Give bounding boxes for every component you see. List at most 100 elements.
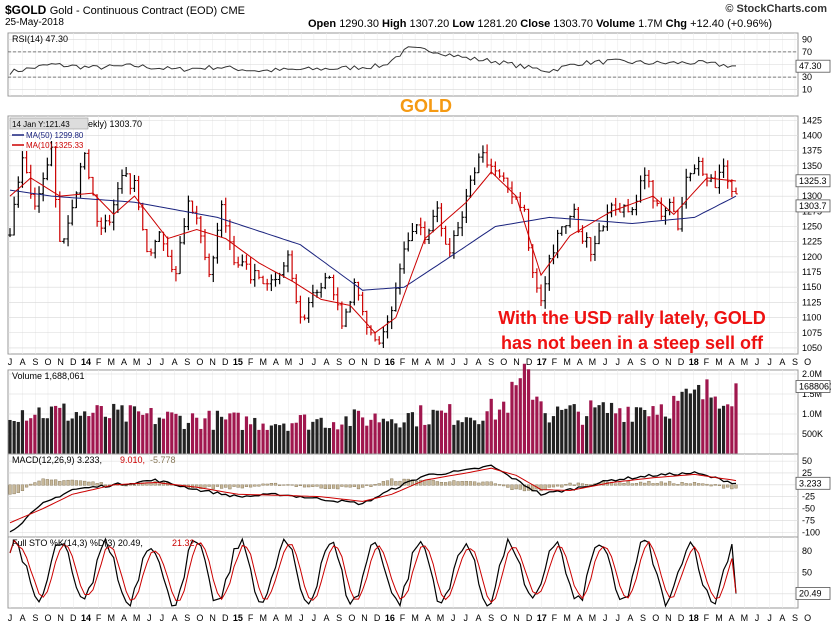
volume-bar	[323, 427, 327, 454]
macd-histogram-bar	[713, 484, 717, 486]
volume-bar	[124, 421, 128, 454]
symbol: $GOLD	[5, 3, 47, 17]
price-bar	[62, 238, 66, 244]
volume-bar	[576, 411, 580, 454]
price-tick-label: 1175	[802, 267, 821, 277]
volume-bar	[207, 410, 211, 454]
sto-axis-month-label: J	[603, 613, 608, 623]
volume-bar	[659, 404, 663, 454]
price-bar	[45, 157, 50, 181]
volume-bar	[705, 379, 709, 454]
price-bar	[385, 315, 390, 339]
sto-axis-month-label: M	[259, 613, 267, 623]
price-axis-month-label: O	[44, 357, 51, 367]
volume-bar	[568, 405, 572, 454]
macd-histogram-bar	[668, 481, 672, 486]
price-bar	[356, 281, 361, 301]
price-axis-month-label: F	[248, 357, 254, 367]
price-axis-month-label: A	[779, 357, 785, 367]
volume-bar	[232, 412, 236, 454]
macd-histogram-bar	[37, 480, 41, 486]
price-bar	[335, 287, 340, 311]
volume-bar	[717, 408, 722, 454]
sto-d-line	[9, 539, 737, 604]
volume-bar	[302, 414, 307, 454]
macd-histogram-bar	[614, 483, 618, 486]
volume-bar	[713, 396, 717, 454]
price-axis-month-label: F	[96, 357, 102, 367]
sto-axis-month-label: 17	[537, 613, 547, 623]
volume-bar	[128, 405, 132, 454]
macd-histogram-bar	[568, 482, 572, 486]
sto-axis-month-label: D	[222, 613, 229, 623]
price-axis-month-label: A	[172, 357, 178, 367]
macd-histogram-bar	[336, 484, 340, 490]
volume-bar	[398, 427, 402, 454]
volume-bar	[45, 418, 49, 454]
sto-axis-month-label: N	[665, 613, 672, 623]
volume-bar	[456, 420, 460, 454]
macd-histogram-bar	[83, 480, 87, 486]
volume-bar	[402, 422, 406, 454]
price-bar	[427, 228, 431, 245]
price-bar	[642, 167, 647, 190]
volume-bar	[543, 413, 547, 454]
macd-panel	[7, 453, 799, 538]
price-axis-month-label: F	[704, 357, 710, 367]
volume-bar	[190, 413, 195, 454]
price-bar	[340, 301, 344, 329]
volume-bar	[12, 420, 16, 454]
macd-histogram-bar	[236, 484, 240, 488]
price-bar	[120, 169, 124, 194]
macd-histogram-bar	[54, 479, 58, 486]
price-bar	[696, 156, 701, 176]
price-legend: ekly) 1303.70	[88, 119, 142, 129]
volume-bar	[676, 400, 680, 454]
price-bar	[298, 295, 303, 324]
price-bar	[203, 229, 207, 261]
volume-bar	[132, 406, 137, 454]
low-label: Low	[452, 18, 475, 30]
price-bar	[381, 326, 386, 349]
price-axis-month-label: M	[589, 357, 597, 367]
macd-histogram-bar	[726, 484, 730, 488]
volume-bar	[647, 416, 651, 454]
sto-axis-month-label: F	[96, 613, 102, 623]
macd-histogram-bar	[373, 484, 377, 486]
volume-bar	[406, 413, 410, 454]
volume-bar	[265, 429, 269, 454]
sto-axis-month-label: 16	[385, 613, 395, 623]
volume-bar	[614, 413, 618, 454]
price-bar	[460, 211, 464, 237]
price-bar	[273, 272, 278, 287]
high-value: 1307.20	[409, 18, 450, 30]
price-axis-month-label: O	[500, 357, 507, 367]
volume-bar	[273, 424, 278, 454]
volume-bar	[261, 423, 265, 454]
volume-bar	[294, 422, 298, 454]
price-bar	[663, 206, 668, 225]
price-bar	[149, 248, 153, 256]
macd-histogram-bar	[468, 481, 473, 486]
price-bar	[215, 222, 220, 264]
price-axis-month-label: M	[259, 357, 267, 367]
volume-bar	[663, 416, 668, 454]
macd-histogram-bar	[87, 481, 91, 486]
price-bar	[194, 205, 199, 225]
volume-bar	[203, 418, 207, 454]
volume-bar	[721, 405, 726, 454]
price-axis-month-label: J	[147, 357, 152, 367]
macd-histogram-bar	[663, 482, 668, 486]
close-last-tag: 1303.7	[799, 201, 827, 211]
macd-histogram-bar	[730, 484, 734, 490]
volume-bar	[518, 378, 522, 454]
volume-bar	[572, 404, 576, 454]
ma50-line	[9, 189, 737, 291]
macd-signal-legend: 9.010,	[120, 455, 145, 465]
price-bar	[190, 200, 195, 214]
volume-bar	[510, 381, 514, 454]
volume-bar	[452, 424, 456, 454]
ma50-legend: MA(50) 1299.80	[26, 131, 84, 140]
rsi-last-tag-box	[795, 59, 831, 73]
sto-axis-month-label: M	[741, 613, 749, 623]
